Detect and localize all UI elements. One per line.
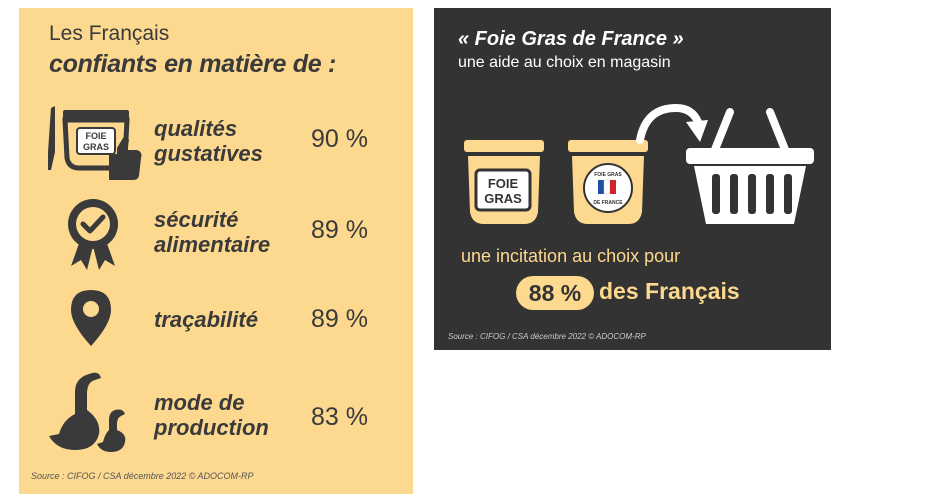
- award-badge-check-icon: [68, 199, 118, 270]
- foie-gras-de-france-seal-jar-icon: FOIE GRAS DE FRANCE: [568, 140, 648, 224]
- right-jar-text-foie: FOIE: [488, 176, 519, 191]
- left-infographic-panel: Les Français confiants en matière de : F…: [19, 8, 413, 494]
- row-label-mode-production: mode de production: [154, 390, 269, 440]
- percent-pill: 88 %: [516, 276, 594, 310]
- left-title-line2: confiants en matière de :: [49, 50, 337, 78]
- row-label-tracabilite: traçabilité: [154, 307, 258, 332]
- right-subtitle: une aide au choix en magasin: [458, 54, 671, 71]
- seal-text-top: FOIE GRAS: [594, 172, 622, 178]
- row-value-tracabilite: 89 %: [311, 305, 368, 333]
- right-source-text: Source : CIFOG / CSA décembre 2022 © ADO…: [448, 332, 646, 341]
- jar-text-foie: FOIE: [85, 131, 106, 141]
- curved-arrow-icon: [636, 103, 708, 144]
- shopping-basket-icon: [686, 108, 814, 224]
- seal-text-bottom: DE FRANCE: [593, 200, 623, 206]
- jar-text-gras: GRAS: [83, 142, 109, 152]
- foie-gras-jar-thumbs-up-icon: FOIE GRAS: [48, 106, 142, 180]
- row-value-securite: 89 %: [311, 216, 368, 244]
- foie-gras-jar-icon: FOIE GRAS: [464, 140, 544, 224]
- incitation-text: une incitation au choix pour: [461, 246, 681, 266]
- des-francais-text: des Français: [599, 278, 740, 304]
- right-infographic-panel: « Foie Gras de France » une aide au choi…: [434, 8, 831, 350]
- row-value-qualites: 90 %: [311, 125, 368, 153]
- goose-duck-icon: [49, 372, 126, 452]
- right-title: « Foie Gras de France »: [458, 28, 684, 50]
- left-title-line1: Les Français: [49, 22, 170, 45]
- row-label-qualites: qualités gustatives: [154, 116, 263, 166]
- location-pin-icon: [71, 290, 111, 346]
- left-source-text: Source : CIFOG / CSA décembre 2022 © ADO…: [31, 471, 254, 481]
- right-jar-text-gras: GRAS: [484, 191, 522, 206]
- row-label-securite: sécurité alimentaire: [154, 207, 271, 257]
- row-value-mode-production: 83 %: [311, 403, 368, 431]
